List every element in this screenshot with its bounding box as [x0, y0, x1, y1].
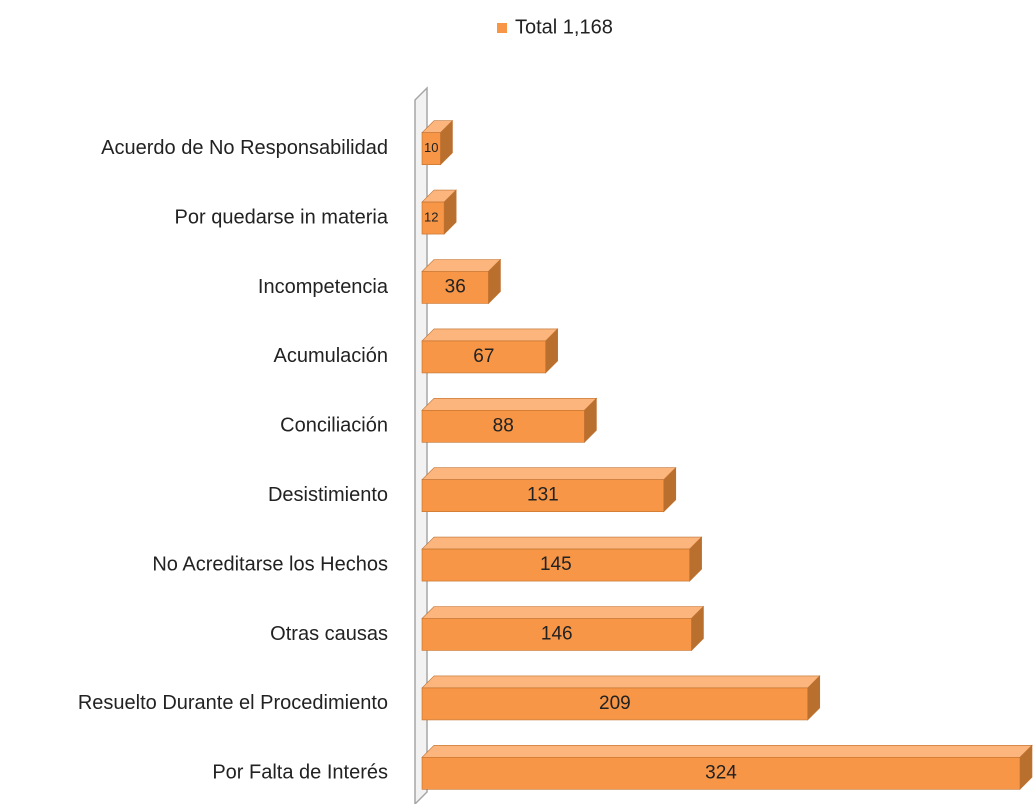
bar-front	[421, 756, 1021, 790]
legend-label: Total 1,168	[515, 16, 613, 38]
bar	[421, 744, 1033, 791]
bar-front	[421, 687, 809, 721]
bar-top	[421, 675, 821, 689]
category-label: Acumulación	[273, 345, 388, 367]
data-label: 36	[445, 277, 466, 298]
category-label: Acuerdo de No Responsabilidad	[101, 137, 388, 159]
bar	[421, 258, 502, 305]
bar-top	[421, 606, 705, 619]
data-label: 131	[527, 485, 559, 506]
bar-top	[421, 259, 502, 272]
bar-top	[421, 744, 1033, 758]
bar-front	[421, 201, 445, 235]
bar	[421, 119, 454, 166]
bar-top	[421, 467, 677, 481]
category-label: Incompetencia	[258, 276, 389, 298]
data-label: 209	[599, 693, 631, 714]
category-label: Desistimiento	[268, 484, 388, 506]
data-label: 12	[424, 210, 438, 225]
bar-front	[421, 340, 546, 374]
data-label: 67	[473, 346, 494, 367]
bar	[421, 536, 703, 582]
category-label: Conciliación	[280, 415, 388, 437]
bar-front	[421, 548, 690, 582]
category-label: Resuelto Durante el Procedimiento	[78, 692, 388, 714]
bar-top	[421, 397, 598, 411]
bar-front	[421, 132, 441, 165]
category-label: No Acreditarse los Hechos	[152, 553, 388, 575]
data-label: 324	[705, 762, 737, 783]
category-label: Por quedarse in materia	[175, 206, 389, 228]
bar-front	[421, 479, 665, 513]
bar-front	[421, 271, 489, 304]
category-label: Por Falta de Interés	[212, 762, 388, 784]
data-label: 10	[424, 140, 438, 155]
legend-swatch	[497, 23, 507, 33]
bar-top	[421, 536, 703, 550]
bar-front	[421, 409, 585, 443]
bar	[421, 466, 677, 513]
bar	[421, 397, 598, 444]
bar	[421, 675, 821, 721]
bar	[421, 605, 705, 652]
category-label: Otras causas	[270, 623, 388, 645]
bar	[421, 328, 559, 374]
bar	[421, 189, 457, 235]
data-label: 145	[540, 554, 572, 575]
bar-front	[421, 618, 692, 651]
bar-top	[421, 328, 559, 342]
data-label: 88	[493, 415, 514, 436]
data-label: 146	[541, 624, 573, 645]
